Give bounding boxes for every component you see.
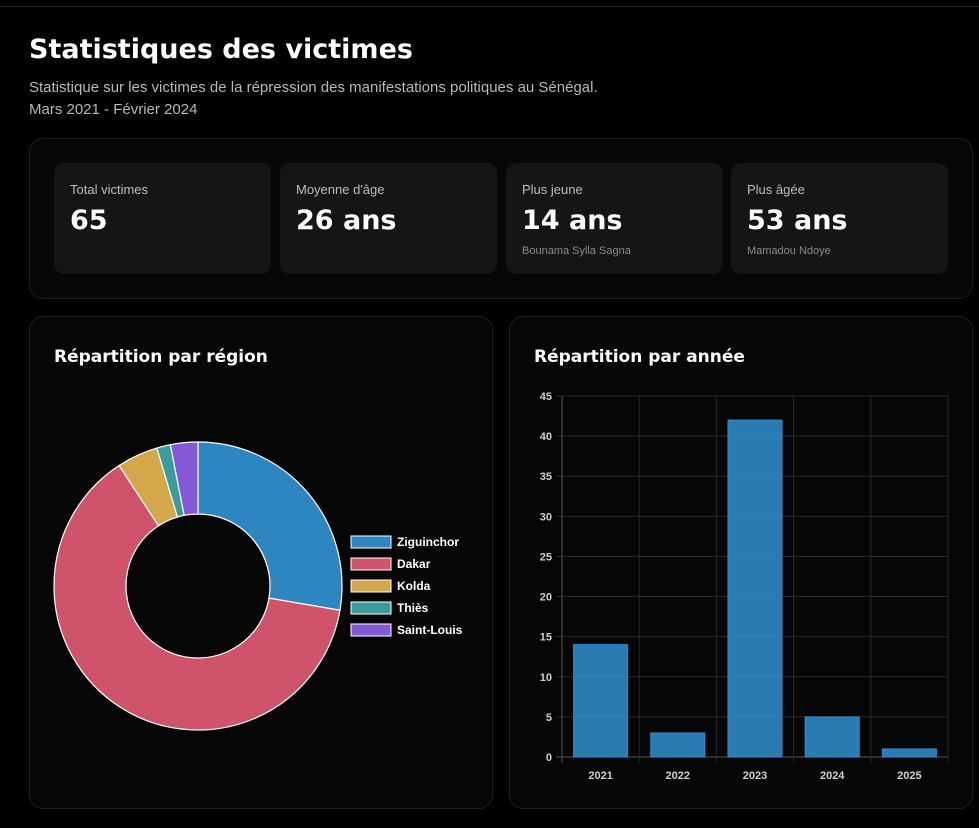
region-chart-panel: Répartition par région Ziguinchor Dakar Ko… [29,316,493,809]
page-title: Statistiques des victimes [29,34,413,65]
region-chart-title: Répartition par région [54,347,268,367]
stat-label: Total victimes [70,182,149,197]
year-chart-title: Répartition par année [534,347,745,367]
bar-2023[interactable] [727,419,783,758]
stat-card-average-age: Moyenne d'âge 26 ans [280,163,497,274]
legend-label: Dakar [397,557,431,571]
stat-sub: Mamadou Ndoye [747,245,831,257]
y-tick-label: 15 [540,632,552,644]
y-tick-label: 30 [540,511,552,523]
x-tick-label: 2022 [666,770,690,782]
legend-swatch [350,557,392,571]
legend-swatch [350,601,392,615]
stat-label: Plus jeune [522,182,583,197]
bar-2021[interactable] [573,644,629,758]
y-tick-label: 5 [546,712,552,724]
stat-card-total: Total victimes 65 [54,163,271,274]
y-tick-label: 25 [540,551,552,563]
x-tick-label: 2024 [820,770,845,782]
year-chart-panel: Répartition par année 0 5 10 15 20 25 30 35 40 45… [509,316,973,809]
x-tick-label: 2025 [897,770,921,782]
legend-label: Thiès [397,601,429,615]
page-header: Statistiques des victimes Statistique su… [29,33,598,121]
stat-card-youngest: Plus jeune 14 ans Bounama Sylla Sagna [506,163,723,274]
top-divider [0,6,979,7]
stat-value: 26 ans [296,205,397,236]
stat-card-oldest: Plus âgée 53 ans Mamadou Ndoye [731,163,948,274]
y-tick-label: 45 [540,391,552,403]
legend-label: Saint-Louis [397,623,463,637]
page-period: Mars 2021 - Février 2024 [29,101,198,118]
x-tick-label: 2021 [588,770,612,782]
stat-value: 14 ans [522,205,623,236]
bar-2025[interactable] [881,748,937,758]
stat-sub: Bounama Sylla Sagna [522,245,631,257]
donut-slice-ziguinchor[interactable] [197,441,343,611]
page-subtitle: Statistique sur les victimes de la répre… [29,79,598,96]
donut-slice-dakar[interactable] [53,464,341,731]
stat-label: Moyenne d'âge [296,182,385,197]
stat-value: 65 [70,205,108,236]
y-tick-label: 40 [540,431,552,443]
legend-label: Ziguinchor [397,535,459,549]
stat-label: Plus âgée [747,182,805,197]
y-tick-label: 35 [540,471,552,483]
stats-panel: Total victimes 65 Moyenne d'âge 26 ans P… [29,138,973,299]
y-tick-label: 0 [546,752,552,764]
x-tick-label: 2023 [743,770,767,782]
y-tick-label: 10 [540,672,552,684]
donut-slice-saint-louis[interactable] [169,441,199,517]
bar-2024[interactable] [804,716,860,758]
legend-swatch [350,579,392,593]
stat-value: 53 ans [747,205,848,236]
bar-2022[interactable] [650,732,706,758]
legend-swatch [350,623,392,637]
legend-swatch [350,535,392,549]
legend-label: Kolda [397,579,431,593]
y-tick-label: 20 [540,592,552,604]
region-donut-chart: Ziguinchor Dakar Kolda Thiès Saint-Louis [53,441,463,731]
